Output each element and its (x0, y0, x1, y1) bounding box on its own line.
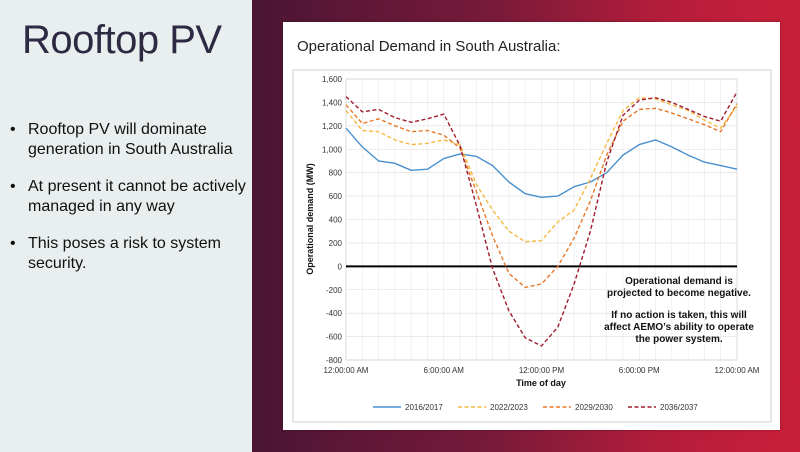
legend-label: 2016/2017 (405, 403, 443, 412)
y-tick-label: -400 (326, 309, 343, 318)
legend-label: 2029/2030 (575, 403, 613, 412)
annotation-line: affect AEMO’s ability to operate (604, 322, 754, 333)
legend-label: 2022/2023 (490, 403, 528, 412)
x-tick-label: 12:00:00 AM (324, 366, 369, 375)
y-tick-label: -800 (326, 356, 343, 365)
x-axis-label: Time of day (516, 378, 566, 388)
bullet-item: This poses a risk to system security. (8, 234, 248, 273)
series-line-2016/2017 (345, 127, 738, 199)
bullet-item: At present it cannot be actively managed… (8, 177, 248, 216)
y-tick-label: -600 (326, 333, 343, 342)
annotation-line: If no action is taken, this will (611, 310, 747, 321)
y-tick-label: 600 (329, 192, 343, 201)
left-panel: Rooftop PV Rooftop PV will dominate gene… (0, 0, 252, 452)
y-tick-label: 0 (338, 262, 343, 271)
y-tick-label: 800 (329, 169, 343, 178)
annotation-line: projected to become negative. (607, 288, 751, 299)
y-tick-labels: -800 -600 -400 -200 0 200 400 600 800 1,000 1,200 1… (322, 75, 343, 365)
x-tick-label: 12:00:00 AM (715, 366, 760, 375)
annotation-line: Operational demand is (625, 276, 733, 287)
chart-card-title: Operational Demand in South Australia: (297, 38, 561, 55)
x-tick-label: 12:00:00 PM (519, 366, 565, 375)
y-tick-label: 1,000 (322, 145, 343, 154)
x-tick-label: 6:00:00 PM (619, 366, 660, 375)
bullet-list: Rooftop PV will dominate generation in S… (8, 120, 248, 291)
y-tick-label: 400 (329, 216, 343, 225)
y-tick-label: 200 (329, 239, 343, 248)
series-line-2029/2030 (345, 103, 738, 289)
x-tick-label: 6:00:00 AM (424, 366, 465, 375)
legend: 2016/2017 2022/2023 2029/2030 2036/2037 (373, 403, 698, 412)
chart-card: -800 -600 -400 -200 0 200 400 600 800 1,000 1,200 1… (283, 22, 780, 430)
y-tick-label: 1,400 (322, 98, 343, 107)
legend-label: 2036/2037 (660, 403, 698, 412)
series-line-2022/2023 (345, 96, 738, 243)
y-tick-label: 1,600 (322, 75, 343, 84)
y-tick-label: -200 (326, 286, 343, 295)
series-line-2036/2037 (345, 91, 738, 347)
slide-title: Rooftop PV (22, 18, 222, 62)
y-tick-label: 1,200 (322, 122, 343, 131)
chart-frame (292, 69, 772, 423)
series-lines (345, 91, 738, 347)
x-tick-labels: 12:00:00 AM 6:00:00 AM 12:00:00 PM 6:00:00 … (324, 366, 760, 375)
demand-chart: -800 -600 -400 -200 0 200 400 600 800 1,000 1,200 1… (292, 69, 772, 423)
annotation-line: the power system. (635, 334, 722, 345)
y-axis-label: Operational demand (MW) (305, 163, 315, 275)
bullet-item: Rooftop PV will dominate generation in S… (8, 120, 248, 159)
